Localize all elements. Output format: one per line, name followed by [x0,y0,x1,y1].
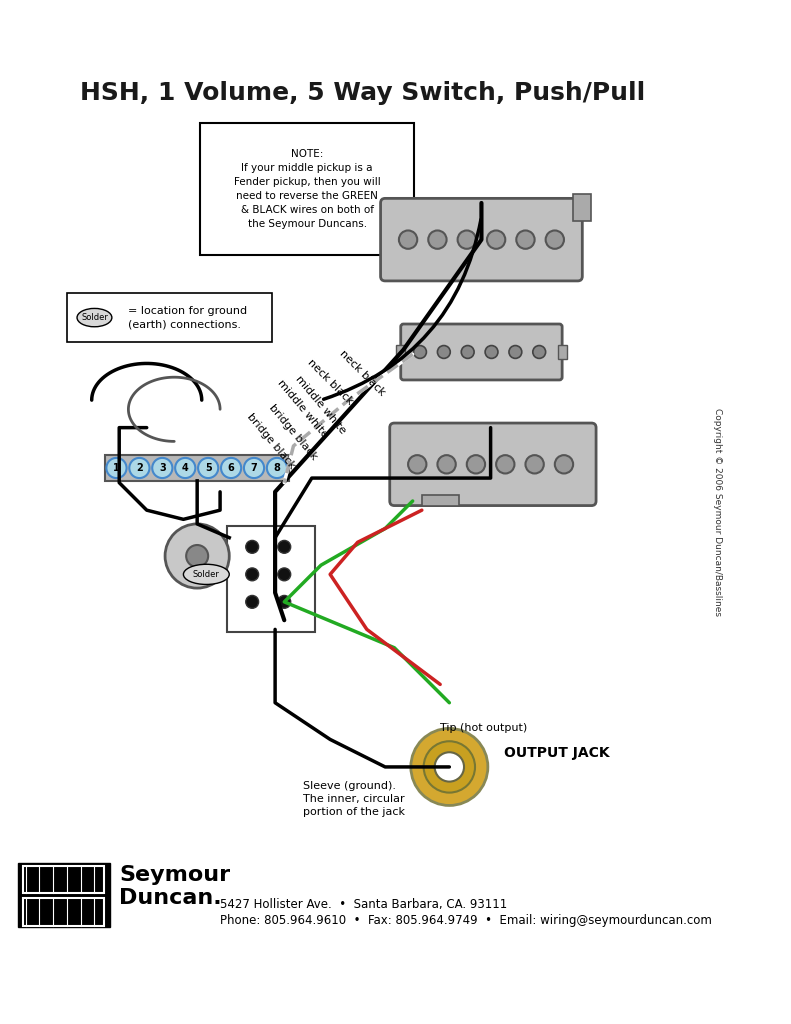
Circle shape [152,458,172,478]
Circle shape [278,595,291,608]
Circle shape [278,568,291,581]
Circle shape [546,230,564,249]
Circle shape [414,345,426,358]
Text: Tip (hot output): Tip (hot output) [440,723,528,733]
Text: bridge black: bridge black [244,412,297,471]
Bar [558,345,566,359]
Bar [0,854,725,982]
Text: 5427 Hollister Ave.  •  Santa Barbara, CA. 93111: 5427 Hollister Ave. • Santa Barbara, CA.… [220,898,507,911]
Text: 2: 2 [136,463,142,473]
Circle shape [487,230,505,249]
FancyBboxPatch shape [401,324,562,380]
Text: 7: 7 [251,463,257,473]
Text: Phone: 805.964.9610  •  Fax: 805.964.9749  •  Email: wiring@seymourduncan.com: Phone: 805.964.9610 • Fax: 805.964.9749 … [220,913,712,927]
Text: = location for ground
(earth) connections.: = location for ground (earth) connection… [128,306,248,329]
Circle shape [525,455,543,473]
Circle shape [437,345,450,358]
Text: 1: 1 [113,463,120,473]
FancyBboxPatch shape [67,293,272,342]
Bar [18,863,110,928]
Circle shape [554,455,573,473]
Text: HSH, 1 Volume, 5 Way Switch, Push/Pull: HSH, 1 Volume, 5 Way Switch, Push/Pull [80,81,645,104]
Text: neck black: neck black [305,357,355,407]
Circle shape [411,728,488,806]
Text: 4: 4 [182,463,188,473]
Circle shape [244,458,264,478]
FancyBboxPatch shape [200,123,414,255]
FancyBboxPatch shape [390,423,596,506]
Text: bridge black: bridge black [267,402,320,462]
Circle shape [186,545,208,567]
Text: neck black: neck black [338,348,387,397]
Text: middle white: middle white [275,378,330,440]
Circle shape [165,524,229,588]
FancyBboxPatch shape [226,525,315,632]
Circle shape [485,345,498,358]
Text: middle white: middle white [294,374,348,435]
Circle shape [467,455,485,473]
Circle shape [461,345,474,358]
Circle shape [533,345,546,358]
Circle shape [198,458,218,478]
Circle shape [221,458,241,478]
Circle shape [509,345,522,358]
Circle shape [437,455,456,473]
Bar [396,345,405,359]
Circle shape [278,541,291,553]
Bar [23,898,104,926]
Circle shape [496,455,514,473]
Circle shape [517,230,535,249]
Circle shape [267,458,287,478]
Bar [105,455,289,481]
Circle shape [246,568,259,581]
Text: Sleeve (ground).
The inner, circular
portion of the jack: Sleeve (ground). The inner, circular por… [303,781,405,817]
Circle shape [458,230,476,249]
Bar [23,866,104,894]
Circle shape [399,230,417,249]
Text: NOTE:
If your middle pickup is a
Fender pickup, then you will
need to reverse th: NOTE: If your middle pickup is a Fender … [234,150,380,229]
Circle shape [175,458,195,478]
Circle shape [106,458,127,478]
Text: Solder: Solder [81,313,108,323]
Text: Solder: Solder [193,570,220,579]
Circle shape [129,458,149,478]
Ellipse shape [184,564,229,585]
Bar [422,495,459,506]
Circle shape [424,741,475,793]
Circle shape [246,541,259,553]
Text: Seymour
Duncan.: Seymour Duncan. [119,864,230,907]
Circle shape [408,455,426,473]
Text: 5: 5 [205,463,211,473]
Text: OUTPUT JACK: OUTPUT JACK [505,746,610,760]
Bar [573,194,592,221]
Text: 3: 3 [159,463,165,473]
Text: 6: 6 [228,463,234,473]
Text: 8: 8 [274,463,280,473]
Ellipse shape [77,308,112,327]
FancyBboxPatch shape [380,199,582,281]
Circle shape [246,595,259,608]
Circle shape [428,230,447,249]
Text: Copyright © 2006 Seymour Duncan/Basslines: Copyright © 2006 Seymour Duncan/Bassline… [713,408,721,616]
Circle shape [435,753,464,781]
